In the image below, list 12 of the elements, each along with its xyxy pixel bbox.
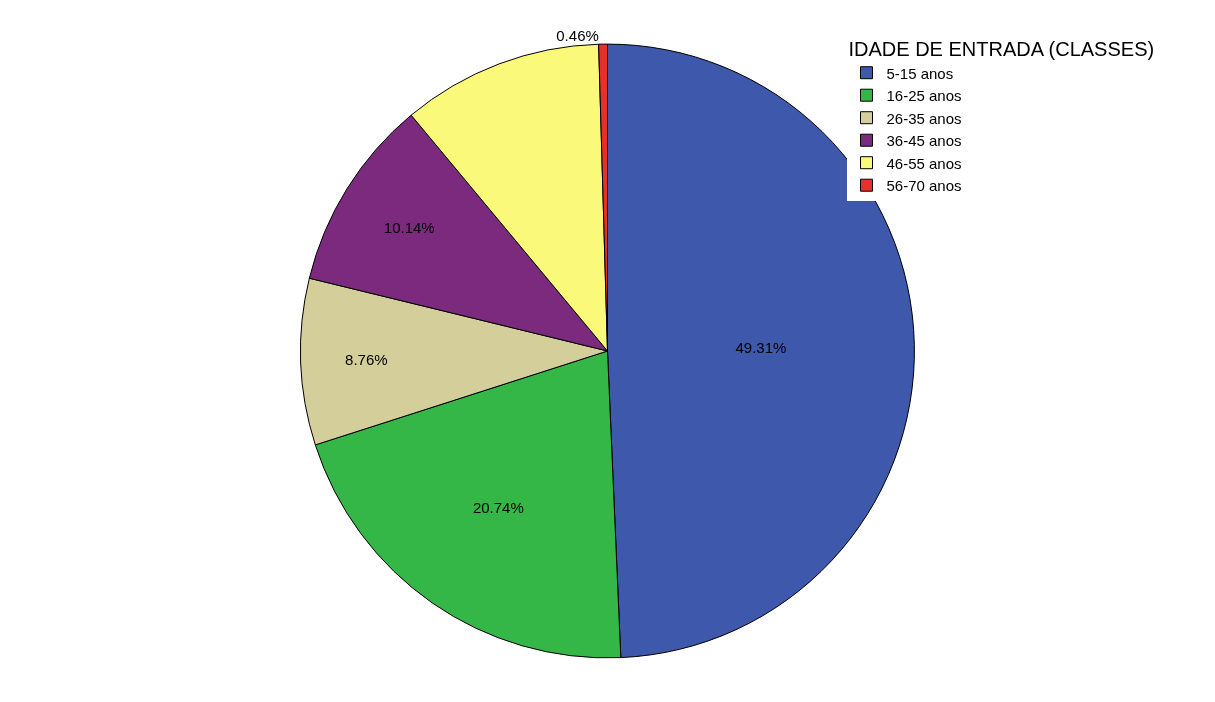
- legend-label: 26-35 anos: [886, 109, 962, 127]
- legend-label: 16-25 anos: [886, 87, 962, 105]
- data-label: 49.31%: [735, 339, 787, 357]
- legend-title: IDADE DE ENTRADA (CLASSES): [848, 38, 1155, 61]
- data-label: 8.76%: [345, 351, 388, 369]
- data-label: 0.46%: [556, 27, 599, 45]
- legend-label: 36-45 anos: [886, 132, 962, 150]
- legend-label: 5-15 anos: [886, 64, 954, 82]
- legend-label: 56-70 anos: [886, 177, 962, 195]
- data-label: 10.14%: [383, 218, 435, 236]
- legend-label: 46-55 anos: [886, 154, 962, 172]
- data-label: 20.74%: [472, 499, 524, 517]
